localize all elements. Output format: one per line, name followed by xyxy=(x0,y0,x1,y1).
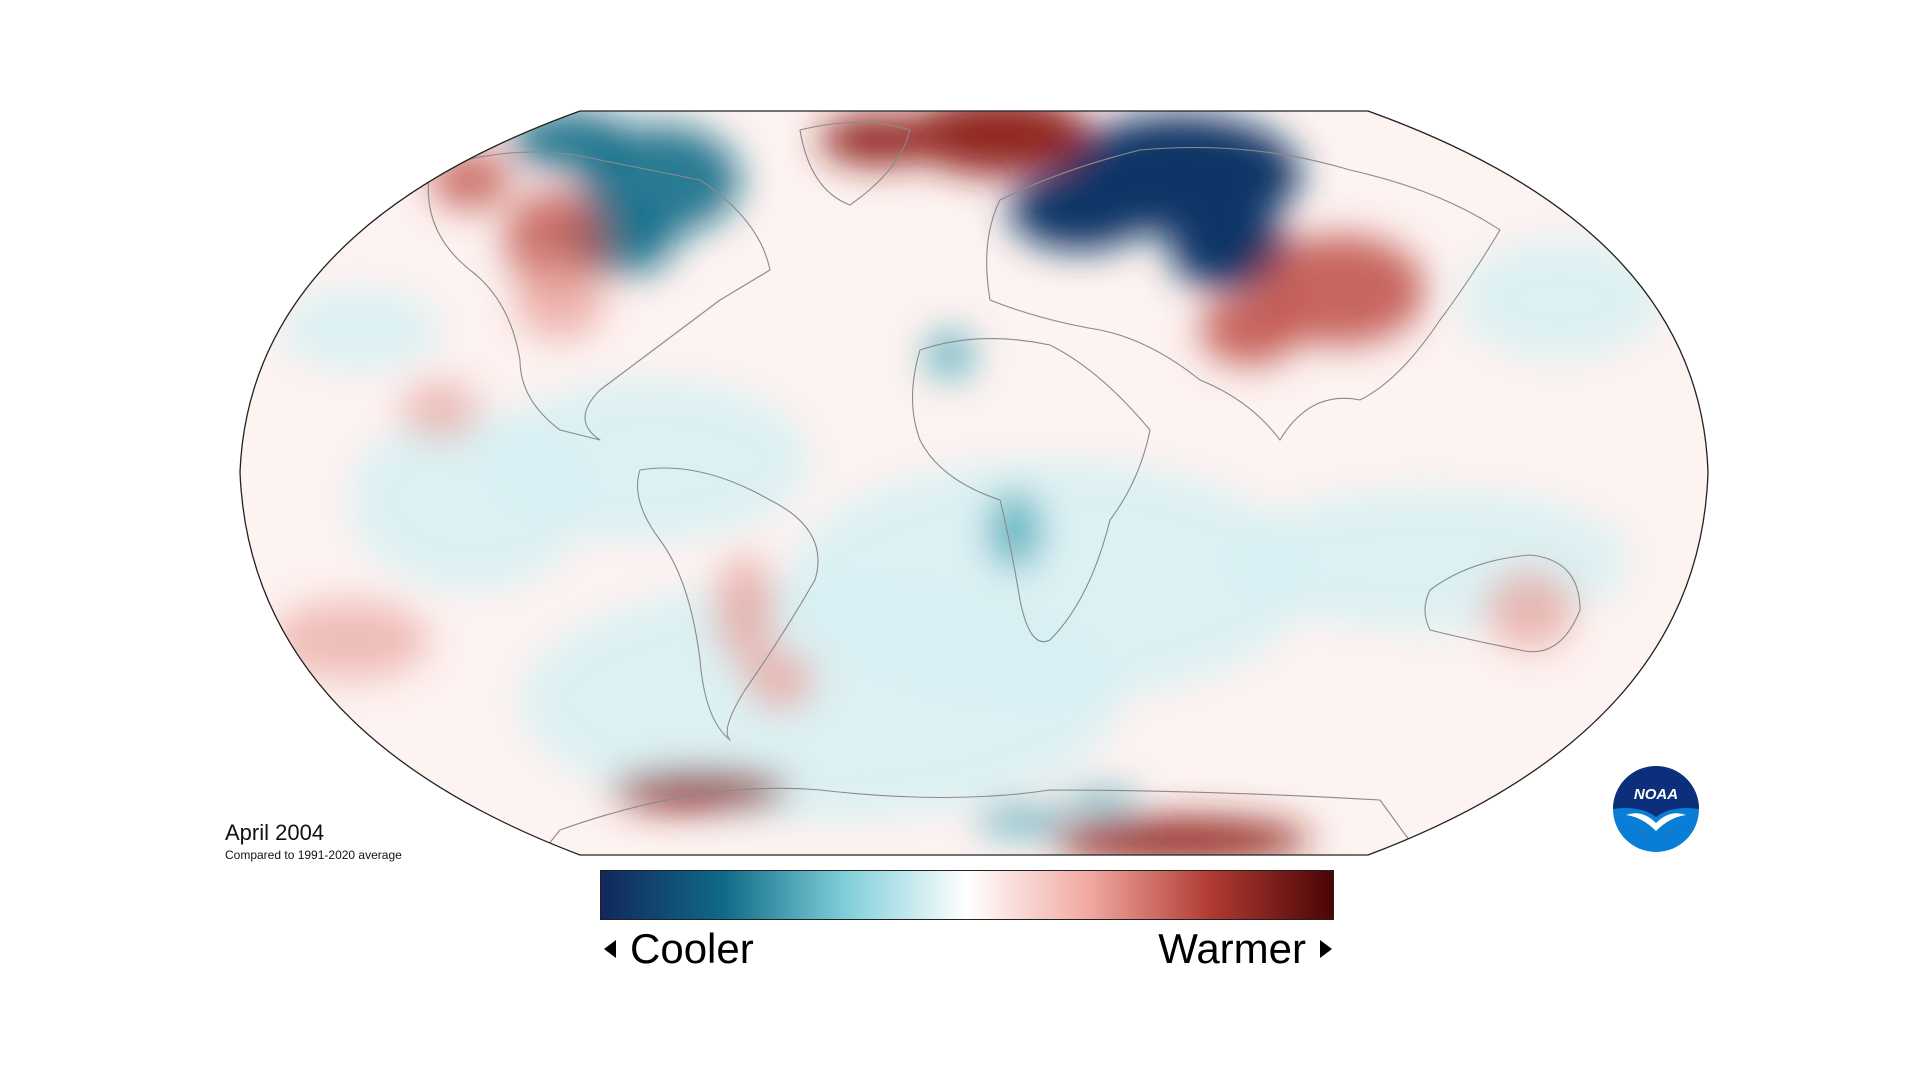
anomaly-antarctica-coast-south xyxy=(610,770,790,810)
left-arrow-icon xyxy=(604,940,616,958)
anomaly-equatorial-west-africa xyxy=(987,490,1043,570)
map-title: April 2004 xyxy=(225,820,325,845)
logo-bird xyxy=(1626,813,1686,831)
color-scale-bar xyxy=(600,870,1334,920)
coastline-africa xyxy=(911,338,1151,643)
right-arrow-icon xyxy=(1320,940,1332,958)
anomaly-northern-siberia xyxy=(1010,170,1150,250)
background-wash xyxy=(350,410,590,590)
coastline-eurasia xyxy=(986,146,1501,441)
anomaly-southeast-south-america xyxy=(715,555,775,665)
logo-top xyxy=(1613,766,1699,817)
anomaly-south-pacific-east xyxy=(270,600,430,680)
logo-text: NOAA xyxy=(1634,786,1678,803)
anomaly-antarctica-coast-south xyxy=(1050,818,1310,855)
map-outline xyxy=(239,110,1709,856)
anomaly-south-pacific-east xyxy=(400,380,480,440)
anomaly-antarctica-weddell xyxy=(975,804,1065,836)
coastline-antarctica xyxy=(539,787,1421,855)
anomaly-southeast-south-america xyxy=(745,650,815,710)
anomaly-antarctica-weddell xyxy=(1060,788,1140,812)
anomaly-western-north-america xyxy=(515,260,605,340)
anomaly-greenland-sea xyxy=(820,115,940,165)
anomaly-eastern-canada-arctic xyxy=(510,111,630,170)
legend-cooler-label: Cooler xyxy=(630,925,754,972)
anomaly-northern-siberia xyxy=(1170,210,1290,290)
background-wash xyxy=(790,460,1310,700)
background-wash xyxy=(1460,240,1660,360)
coastline-australia xyxy=(1424,554,1581,653)
noaa-logo-icon: NOAA xyxy=(1613,766,1699,852)
anomaly-australia xyxy=(1485,570,1575,650)
coastline-south-america xyxy=(636,467,819,741)
coastline-north-america xyxy=(427,151,771,441)
map-subtitle: Compared to 1991-2020 average xyxy=(225,848,402,862)
anomaly-central-china-tibet xyxy=(1255,235,1425,345)
anomaly-greenland-sea xyxy=(910,111,1090,175)
legend-warmer-label: Warmer xyxy=(1158,925,1306,972)
anomaly-central-china-tibet xyxy=(1200,295,1300,365)
coastline-greenland xyxy=(799,122,911,206)
background-wash xyxy=(280,290,440,370)
anomaly-west-africa-sahel xyxy=(925,330,975,380)
legend-warmer: Warmer xyxy=(1158,925,1332,973)
legend-cooler: Cooler xyxy=(604,925,754,973)
